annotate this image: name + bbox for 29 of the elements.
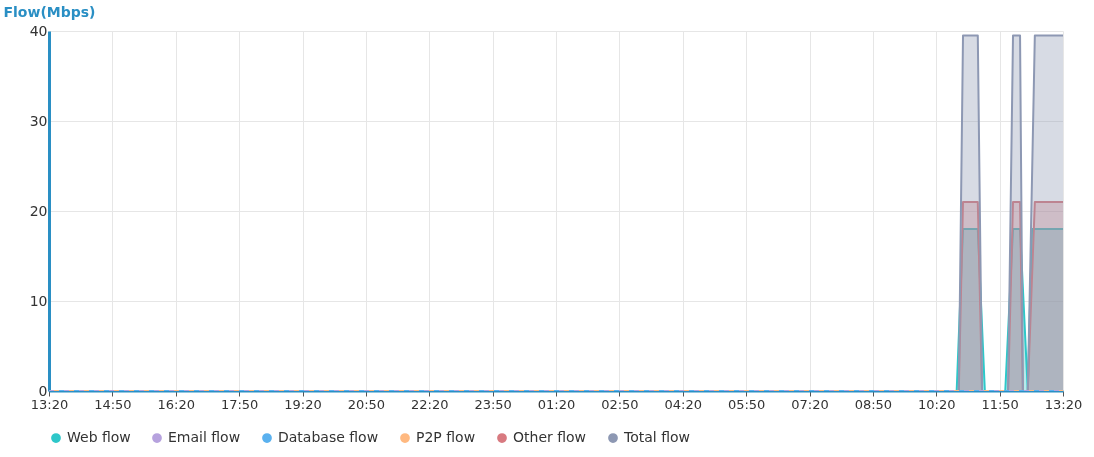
legend-label: Web flow bbox=[67, 429, 131, 446]
x-tick-label: 08:50 bbox=[854, 396, 893, 412]
y-tick-label: 0 bbox=[38, 382, 48, 399]
x-tick-label: 01:20 bbox=[537, 396, 576, 412]
y-tick-label: 10 bbox=[29, 292, 48, 309]
x-tick-label: 17:50 bbox=[220, 396, 259, 412]
x-tick-label: 11:50 bbox=[981, 396, 1019, 412]
x-tick-label: 13:20 bbox=[1044, 396, 1083, 412]
y-tick-label: 40 bbox=[29, 22, 48, 39]
x-tick-label: 05:50 bbox=[727, 396, 766, 412]
x-tick-label: 07:20 bbox=[791, 396, 829, 412]
x-tick-label: 16:20 bbox=[157, 396, 195, 412]
legend-label: Total flow bbox=[623, 429, 690, 446]
x-tick-label: 04:20 bbox=[664, 396, 702, 412]
x-tick-label: 22:20 bbox=[411, 396, 449, 412]
y-axis-title: Flow(Mbps) bbox=[3, 3, 96, 20]
legend-label: Other flow bbox=[513, 429, 587, 446]
x-tick-label: 20:50 bbox=[347, 396, 386, 412]
y-tick-label: 30 bbox=[29, 112, 48, 129]
x-tick-label: 02:50 bbox=[601, 396, 639, 412]
x-tick-label: 10:20 bbox=[918, 396, 956, 412]
legend-label: Email flow bbox=[168, 429, 241, 446]
y-tick-label: 20 bbox=[29, 202, 48, 219]
legend-label: P2P flow bbox=[416, 429, 476, 446]
x-tick-label: 14:50 bbox=[94, 396, 132, 412]
x-tick-label: 19:20 bbox=[284, 396, 322, 412]
legend-label: Database flow bbox=[278, 429, 379, 446]
x-tick-label: 23:50 bbox=[474, 396, 512, 412]
x-tick-label: 13:20 bbox=[30, 396, 69, 412]
